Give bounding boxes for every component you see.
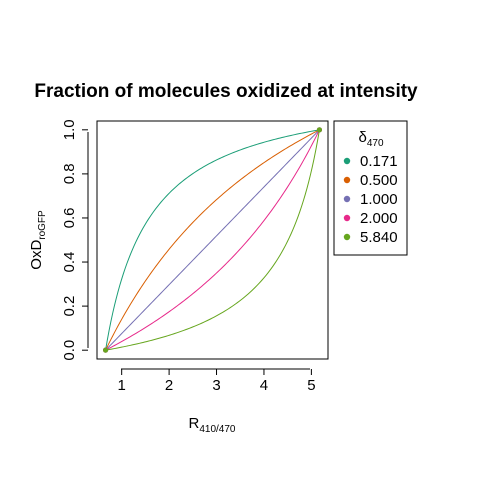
- legend-label: 0.171: [360, 153, 398, 170]
- x-axis-label-sub: 410/470: [199, 424, 236, 435]
- legend: δ470 0.171 0.500 1.000 2.000 5.840: [333, 120, 408, 256]
- y-tick-label: 1.0: [61, 119, 78, 140]
- legend-title-sub: 470: [367, 138, 384, 149]
- y-tick-label: 0.2: [61, 296, 78, 317]
- y-tick-label: 0.8: [61, 163, 78, 184]
- legend-marker: [343, 233, 351, 241]
- y-tick-label: 0.4: [61, 252, 78, 273]
- x-tick-label: 3: [212, 377, 220, 394]
- legend-box: [333, 120, 408, 256]
- chart-title: Fraction of molecules oxidized at intens…: [34, 81, 418, 102]
- y-axis: 0.0 0.2 0.4 0.6 0.8 1.0: [61, 119, 89, 361]
- legend-label: 0.500: [360, 172, 398, 189]
- y-axis-label-main: OxD: [28, 240, 45, 270]
- x-axis: 1 2 3 4 5: [118, 368, 316, 394]
- series-line: [105, 129, 320, 351]
- x-tick-label: 5: [307, 377, 315, 394]
- x-tick-label: 4: [260, 377, 268, 394]
- series-start-point: [103, 347, 109, 353]
- legend-marker: [343, 195, 351, 203]
- legend-items: 0.171 0.500 1.000 2.000 5.840: [343, 153, 398, 246]
- plot-frame: [96, 120, 329, 360]
- y-tick-label: 0.6: [61, 208, 78, 229]
- legend-title-main: δ: [358, 129, 366, 146]
- legend-label: 2.000: [360, 210, 398, 227]
- legend-label: 5.840: [360, 229, 398, 246]
- legend-label: 1.000: [360, 191, 398, 208]
- legend-title: δ470: [358, 129, 383, 149]
- series-line: [105, 129, 320, 351]
- series-group: [103, 127, 322, 353]
- y-tick-label: 0.0: [61, 340, 78, 361]
- series-line: [105, 129, 320, 351]
- legend-marker: [343, 157, 351, 165]
- series-line: [105, 129, 320, 351]
- legend-marker: [343, 214, 351, 222]
- y-axis-label-sub: roGFP: [37, 210, 48, 240]
- x-tick-label: 1: [118, 377, 126, 394]
- series-end-point: [316, 127, 322, 133]
- x-axis-label-main: R: [189, 415, 200, 432]
- x-tick-label: 2: [165, 377, 173, 394]
- x-axis-label: R410/470: [189, 415, 236, 435]
- legend-marker: [343, 176, 351, 184]
- y-axis-label: OxDroGFP: [28, 210, 48, 270]
- series-line: [105, 129, 320, 351]
